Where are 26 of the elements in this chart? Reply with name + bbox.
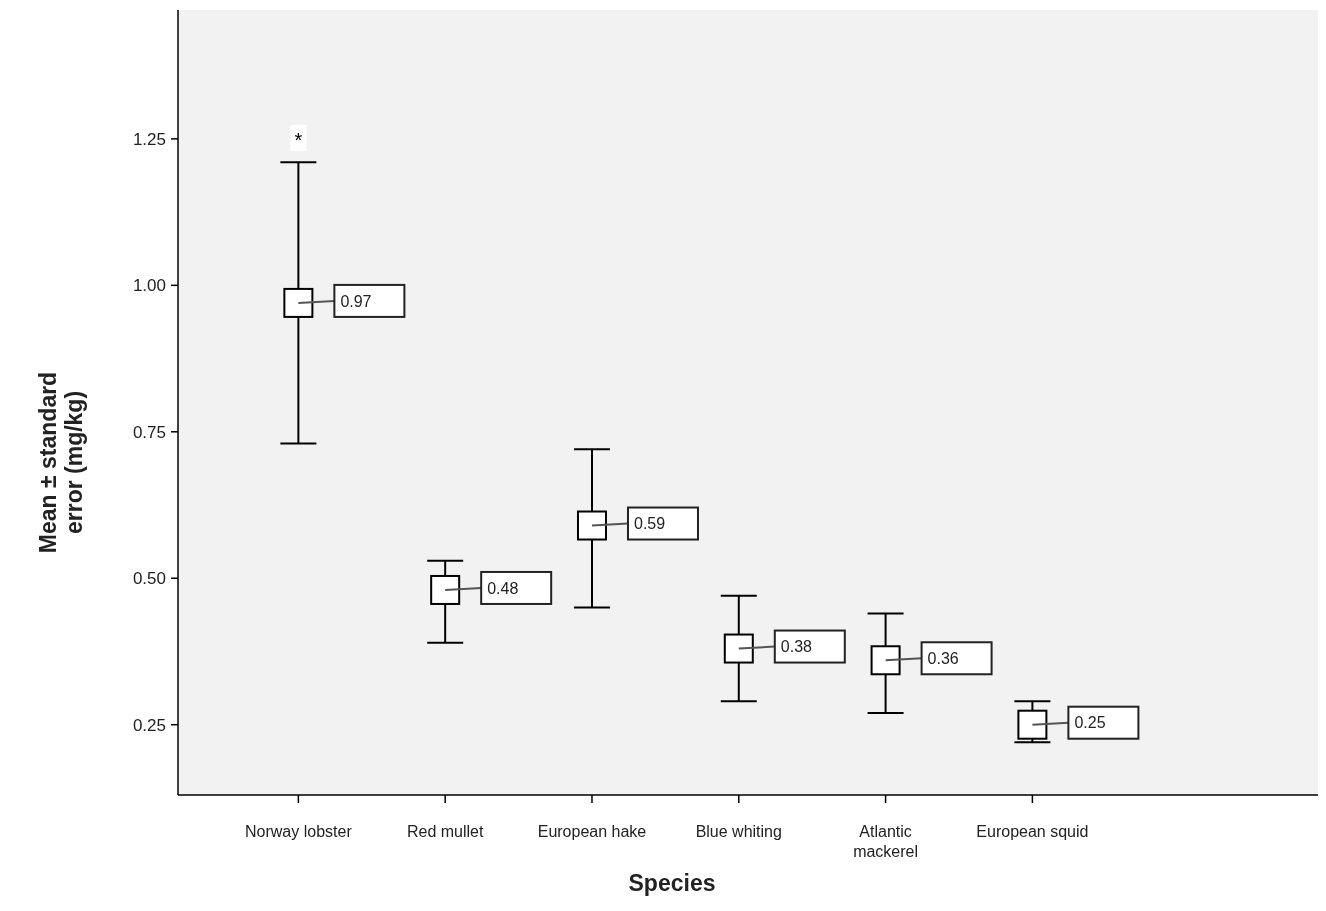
point: [576, 510, 607, 541]
x-tick-label: Red mullet: [406, 823, 484, 840]
y-tick-label: 0.25: [132, 715, 166, 735]
x-axis-title: Species: [628, 870, 716, 896]
data-label: 0.48: [487, 579, 519, 597]
data-label: 0.59: [633, 515, 666, 533]
data-label: 0.36: [927, 649, 959, 667]
x-tick-label: European hake: [537, 823, 647, 840]
y-tick-label: 0.50: [132, 569, 166, 589]
annotation: *: [294, 128, 303, 151]
x-tick-label: Norway lobster: [245, 823, 353, 840]
y-tick-label: 1.00: [132, 276, 166, 296]
data-label: 0.25: [1074, 714, 1106, 732]
point: [283, 287, 314, 318]
point: [723, 633, 754, 664]
point: [870, 645, 901, 676]
y-axis-title: Mean ± standard error (mg/kg): [35, 371, 87, 554]
y-tick-label: 0.75: [132, 422, 166, 442]
x-tick-label: Blue whiting: [695, 823, 782, 840]
data-label: 0.38: [780, 638, 813, 656]
point: [1017, 709, 1048, 740]
x-tick-label: European squid: [976, 823, 1089, 840]
data-label: 0.97: [340, 292, 372, 310]
y-tick-label: 1.25: [132, 129, 166, 149]
point: [430, 574, 461, 605]
x-tick-label: Atlantic mackerel: [853, 823, 919, 860]
